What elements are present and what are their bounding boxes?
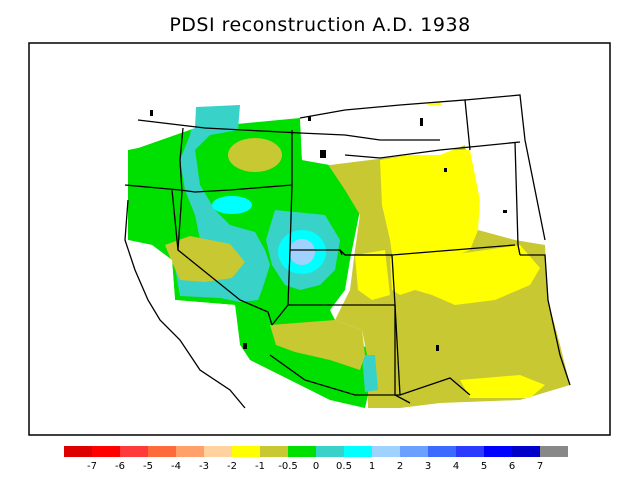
legend-swatch [400,446,428,457]
lake-6 [503,210,507,213]
legend-swatch [456,446,484,457]
region-olive-nw [228,138,282,172]
lake-3 [420,118,423,126]
legend-swatch [232,446,260,457]
legend-swatch [64,446,92,457]
legend-tick-label: -6 [115,461,125,472]
lake-2 [308,116,311,121]
region-yellow-sw [355,250,390,300]
region-olive-west [165,236,245,282]
border-mexico [269,354,471,396]
border-or-wa [124,184,293,193]
legend-swatch [428,446,456,457]
legend-swatch [204,446,232,457]
region-yellow-se [460,375,545,398]
border-ca-coast [124,199,246,409]
legend-tick-label: -5 [143,461,153,472]
water-features [150,110,507,351]
legend-tick-label: -4 [171,461,181,472]
legend: -7 -6 -5 -4 -3 -2 -1 -0.5 0 0.5 1 2 3 4 5 6 7 [64,446,568,472]
legend-swatch [316,446,344,457]
lake-8 [243,343,247,349]
border-montana-north [299,99,471,151]
legend-swatch [540,446,568,457]
legend-tick-label: 3 [425,461,431,472]
legend-swatch [92,446,120,457]
legend-tick-label: 0 [313,461,319,472]
border-dakota [464,94,546,241]
border-wy-north [344,141,521,159]
legend-swatch [260,446,288,457]
legend-tick-label: -7 [87,461,97,472]
region-yellow-ne [380,150,480,275]
legend-swatch [148,446,176,457]
legend-swatch [120,446,148,457]
legend-tick-label: -0.5 [278,461,298,472]
border-idaho-west [177,127,184,251]
legend-tick-label: 7 [537,461,543,472]
legend-tick-label: 1 [369,461,375,472]
legend-tick-label: -2 [227,461,237,472]
nodata-california [120,240,250,410]
region-cyan-nevada [212,196,252,214]
state-boundaries [124,94,571,409]
legend-swatch [372,446,400,457]
border-wy-co [345,244,516,256]
lake-5 [444,168,447,172]
legend-tick-label: 0.5 [336,461,352,472]
region-yellow-central [390,245,540,305]
legend-tick-label: 5 [481,461,487,472]
border-co-east [514,141,521,256]
legend-tick-label: 4 [453,461,459,472]
legend-tick-label: 2 [397,461,403,472]
nodata-northwest [138,107,196,148]
border-nm-tx [520,254,571,386]
border-nv-ca [171,189,273,326]
legend-tick-label: -1 [255,461,265,472]
legend-swatch [288,446,316,457]
lake-1 [150,110,153,116]
legend-tick-label: -3 [199,461,209,472]
region-olive-south [270,320,365,370]
region-teal-south [362,355,378,392]
legend-tick-label: 6 [509,461,515,472]
lake-4 [320,150,326,158]
lake-7 [436,345,439,351]
region-lightblue-utah [289,239,315,265]
legend-swatch [512,446,540,457]
legend-swatch [484,446,512,457]
legend-swatch [176,446,204,457]
map-title: PDSI reconstruction A.D. 1938 [169,14,471,36]
legend-swatch [344,446,372,457]
border-az-nm [394,304,401,396]
border-canada [137,119,440,141]
